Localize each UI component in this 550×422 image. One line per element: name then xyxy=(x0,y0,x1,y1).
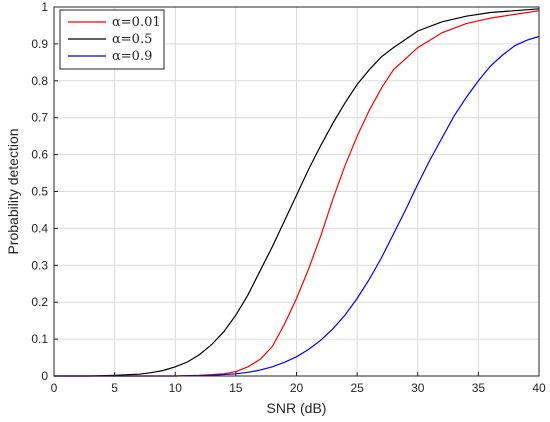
y-tick-label: 0.8 xyxy=(31,74,48,88)
legend-label-1: α=0.5 xyxy=(112,32,152,47)
x-axis-ticks: 0 5 10 15 20 25 30 35 40 xyxy=(51,372,546,395)
series-line-1 xyxy=(54,8,540,377)
y-axis-label: Probability detection xyxy=(5,128,21,254)
y-tick-label: 0.6 xyxy=(31,148,48,162)
series-layer xyxy=(54,8,540,377)
legend-label-0: α=0.01 xyxy=(112,15,161,30)
series-line-2 xyxy=(54,35,540,377)
x-tick-label: 15 xyxy=(229,381,243,395)
y-tick-label: 1 xyxy=(41,0,48,14)
x-axis-label: SNR (dB) xyxy=(267,400,327,416)
y-tick-label: 0.7 xyxy=(31,111,48,125)
x-tick-label: 5 xyxy=(111,381,118,395)
x-tick-label: 25 xyxy=(350,381,364,395)
x-tick-label: 30 xyxy=(411,381,425,395)
y-tick-label: 0.5 xyxy=(31,185,48,199)
x-tick-label: 10 xyxy=(169,381,183,395)
x-tick-label: 35 xyxy=(472,381,486,395)
x-tick-label: 20 xyxy=(290,381,304,395)
y-tick-label: 0.4 xyxy=(31,221,48,235)
y-tick-label: 0.9 xyxy=(31,37,48,51)
series-line-0 xyxy=(54,10,540,377)
legend-label-2: α=0.9 xyxy=(112,49,152,64)
legend: α=0.01 α=0.5 α=0.9 xyxy=(59,9,165,70)
y-tick-label: 0.3 xyxy=(31,258,48,272)
y-tick-label: 0.2 xyxy=(31,295,48,309)
y-tick-label: 0 xyxy=(41,369,48,383)
y-axis-ticks: 0 0.1 0.2 0.3 0.4 0.5 0.6 0.7 0.8 0.9 1 xyxy=(31,0,58,383)
x-tick-label: 0 xyxy=(51,381,58,395)
x-tick-label: 40 xyxy=(532,381,546,395)
y-tick-label: 0.1 xyxy=(31,332,48,346)
